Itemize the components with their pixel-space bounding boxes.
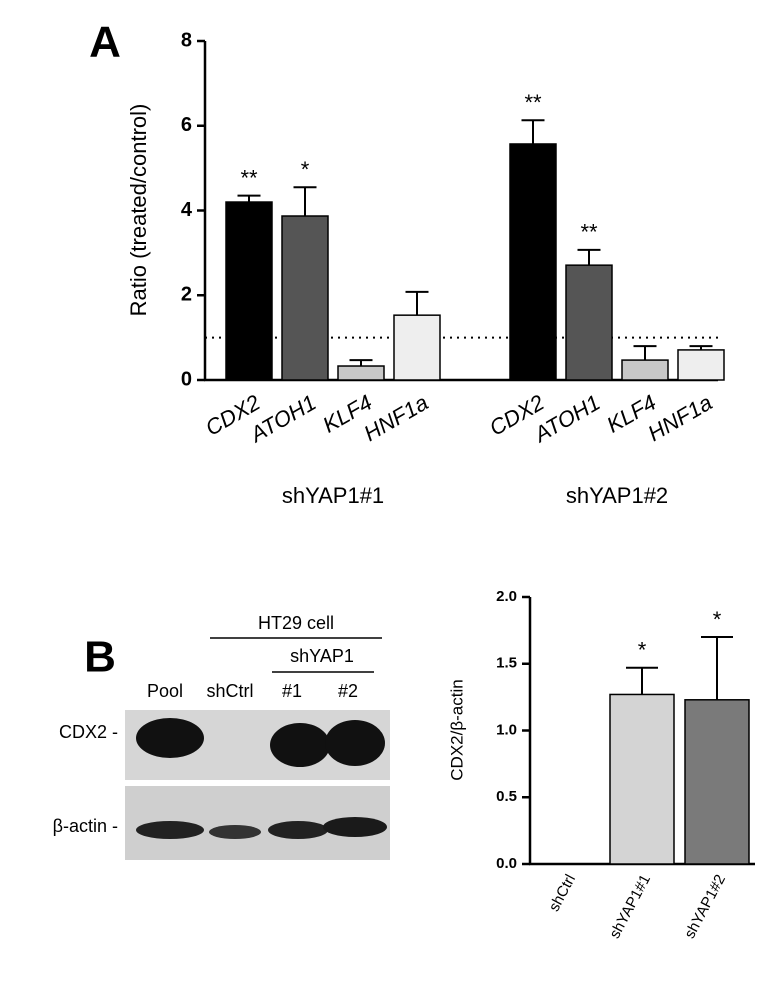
y-axis-label: CDX2/β-actin: [447, 679, 466, 780]
lane-label: Pool: [147, 681, 183, 701]
bar: [677, 349, 725, 381]
band: [270, 723, 330, 767]
panel-label: B: [84, 633, 116, 682]
y-axis-label: Ratio (treated/control): [126, 104, 151, 317]
significance: *: [301, 157, 310, 182]
band: [209, 825, 261, 839]
lane-label: shCtrl: [206, 681, 253, 701]
y-tick-label: 2: [181, 284, 192, 306]
bar: [281, 215, 329, 381]
group-label: shYAP1#1: [282, 483, 384, 508]
significance: *: [638, 638, 647, 663]
y-tick-label: 8: [181, 29, 192, 51]
significance: **: [240, 165, 258, 190]
bar: [684, 699, 750, 865]
x-tick-label: HNF1a: [360, 390, 433, 446]
band: [136, 718, 204, 758]
band: [268, 821, 328, 839]
band: [323, 817, 387, 837]
y-tick-label: 0.0: [496, 855, 517, 872]
lane-label: #2: [338, 681, 358, 701]
y-tick-label: 4: [181, 199, 193, 221]
y-tick-label: 1.0: [496, 721, 517, 738]
x-tick-label: HNF1a: [644, 390, 717, 446]
x-tick-label: shYAP1#2: [681, 872, 729, 942]
sh-label: shYAP1: [290, 646, 354, 666]
x-tick-label: shCtrl: [546, 872, 579, 915]
y-tick-label: 0.5: [496, 788, 517, 805]
bar: [609, 693, 675, 865]
y-tick-label: 1.5: [496, 655, 517, 672]
group-label: shYAP1#2: [566, 483, 668, 508]
band: [136, 821, 204, 839]
western-blot: HT29 cell shYAP1 Pool shCtrl #1 #2 CDX2 …: [53, 613, 390, 860]
bar: [565, 264, 613, 381]
row-label: β-actin -: [53, 816, 118, 836]
x-tick-label: shYAP1#1: [606, 872, 654, 942]
y-tick-label: 6: [181, 114, 192, 136]
lane-label: #1: [282, 681, 302, 701]
y-tick-label: 2.0: [496, 588, 517, 605]
bar: [509, 143, 557, 381]
significance: *: [713, 607, 722, 632]
bar: [393, 314, 441, 381]
significance: **: [524, 90, 542, 115]
cell-label: HT29 cell: [258, 613, 334, 633]
band: [325, 720, 385, 766]
y-tick-label: 0: [181, 368, 192, 390]
bar: [337, 365, 385, 381]
row-label: CDX2 -: [59, 722, 118, 742]
significance: **: [580, 220, 598, 245]
panel-label: A: [89, 18, 121, 67]
bar: [225, 201, 273, 381]
bar: [621, 359, 669, 381]
